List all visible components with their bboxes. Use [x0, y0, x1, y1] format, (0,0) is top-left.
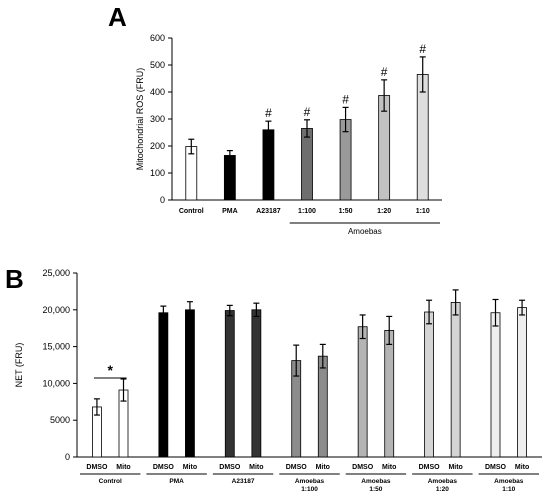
panel-a-category-label: Control [179, 208, 204, 215]
panel-b-bar-label: Mito [116, 464, 130, 471]
panel-b-group-label: 1:10 [502, 486, 515, 493]
panel-b-group-label: Control [99, 478, 122, 485]
panel-a-category-label: 1:50 [339, 208, 353, 215]
panel-b-bar-label: Mito [316, 464, 330, 471]
panel-a-bar [262, 129, 275, 201]
panel-b-group-label: 1:50 [369, 486, 382, 493]
panel-a-y-tick-label: 500 [150, 60, 165, 70]
panel-b-group-label: Amoebas [361, 478, 391, 485]
panel-b-group-label: 1:100 [301, 486, 318, 493]
panel-a-significance-marker: # [304, 105, 311, 119]
panel-b-bar-label: Mito [515, 464, 529, 471]
panel-b-group-label: A23187 [232, 478, 255, 485]
panel-b-bar-label: Mito [183, 464, 197, 471]
panel-a-category-label: 1:100 [298, 208, 316, 215]
panel-b-bar [517, 307, 527, 458]
panel-b-bar-label: DMSO [485, 464, 507, 471]
panel-b-bar [317, 355, 328, 458]
panel-b-y-tick-label: 5000 [50, 415, 70, 425]
panel-a-bar [416, 74, 429, 201]
panel-b-bar [158, 312, 169, 458]
panel-a-group-label: Amoebas [348, 227, 382, 236]
panel-a-category-label: A23187 [256, 208, 281, 215]
panel-b-bar-label: DMSO [86, 464, 108, 471]
panel-a-category-label: 1:20 [377, 208, 391, 215]
panel-b-group-label: Amoebas [428, 478, 458, 485]
panel-b-y-tick-label: 25,000 [42, 268, 70, 278]
panel-b-group-label: PMA [169, 478, 184, 485]
panel-b-bar-label: Mito [448, 464, 462, 471]
panel-b-bar-label: DMSO [219, 464, 241, 471]
panel-a-y-axis-label: Mitochondrial ROS (FRU) [135, 68, 145, 171]
panel-b-bar-label: Mito [382, 464, 396, 471]
panel-b-significance-marker: * [107, 362, 113, 378]
panel-b-bar [357, 326, 368, 458]
panel-b-bar-label: DMSO [286, 464, 308, 471]
panel-b-bar [251, 309, 262, 458]
panel-b-group-label: Amoebas [494, 478, 524, 485]
panel-a-significance-marker: # [381, 65, 388, 79]
panel-a-bar [301, 128, 313, 201]
panel-a-bar [185, 146, 198, 201]
panel-b-bar [424, 311, 434, 458]
panel-a-y-tick-label: 300 [150, 114, 165, 124]
panel-b-bar [384, 330, 395, 458]
panel-a-bar [223, 155, 236, 201]
panel-b-bar-label: DMSO [153, 464, 175, 471]
panel-b-bar [224, 310, 235, 458]
panel-b-bar-label: DMSO [419, 464, 441, 471]
panel-label-b: B [5, 264, 24, 294]
panel-b-bar [450, 302, 461, 458]
panel-b-bar-label: DMSO [352, 464, 374, 471]
panel-a-significance-marker: # [265, 106, 272, 120]
panel-a-category-label: PMA [222, 208, 238, 215]
panel-a-y-tick-label: 0 [160, 195, 165, 205]
panel-b-group-label: 1:20 [436, 486, 449, 493]
panel-b-bar [185, 309, 195, 458]
panel-a-y-tick-label: 100 [150, 168, 165, 178]
panel-b-y-tick-label: 15,000 [42, 342, 70, 352]
panel-a-y-tick-label: 600 [150, 33, 165, 43]
panel-b-bar-label: Mito [249, 464, 263, 471]
panel-b-y-tick-label: 10,000 [42, 378, 70, 388]
panel-b-y-tick-label: 20,000 [42, 305, 70, 315]
panel-a-significance-marker: # [342, 92, 349, 106]
panel-a-y-tick-label: 400 [150, 87, 165, 97]
panel-b-group-label: Amoebas [295, 478, 325, 485]
panel-a-y-tick-label: 200 [150, 141, 165, 151]
panel-b-chart: 0 5000 10,000 15,000 20,000 25,000 NET (FRU) DM… [14, 268, 542, 493]
panel-b-y-axis-label: NET (FRU) [14, 343, 24, 388]
panel-a-significance-marker: # [419, 42, 426, 56]
panel-label-a: A [108, 2, 127, 32]
panel-b-bar [490, 312, 501, 458]
panel-a-category-label: 1:10 [416, 208, 430, 215]
panel-a-chart: 0 100 200 300 400 500 600 Mitochondrial ROS (FR… [135, 33, 442, 236]
panel-b-y-tick-label: 0 [65, 452, 70, 462]
